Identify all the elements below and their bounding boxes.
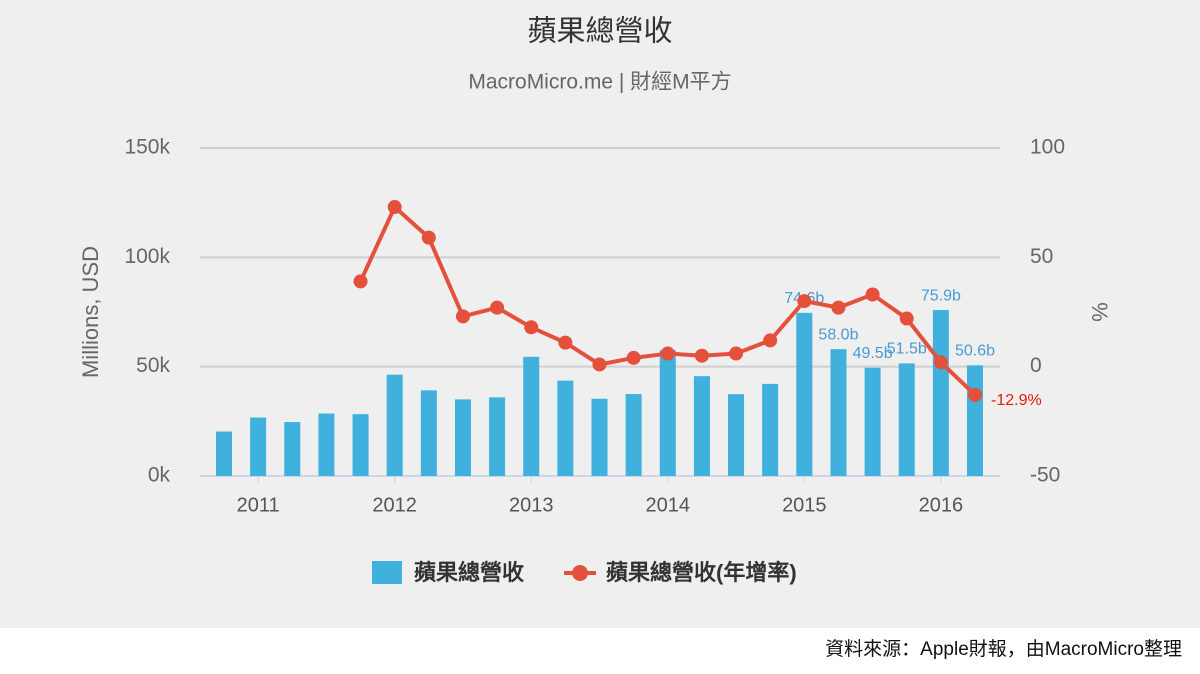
y2-tick-label: -50 [1030,464,1060,487]
x-tick-label: 2016 [919,494,964,516]
data-label: 50.6b [955,343,995,360]
bar [693,376,710,476]
bar [967,365,983,476]
line-point [968,387,982,402]
bar [489,397,506,476]
line-point [865,287,880,302]
line-point [353,274,368,289]
line-point [933,355,948,370]
line-point [831,300,846,315]
bar [318,413,335,476]
y2-tick-label: 0 [1030,354,1042,377]
y-tick-label: 150k [124,136,170,159]
bar [728,394,745,476]
bar [420,390,437,476]
bar [216,431,232,476]
y2-axis-title: % [1087,302,1112,322]
line-point [421,230,436,245]
line-point [558,335,573,350]
chart-title: 蘋果總營收 [527,15,672,48]
line-point [490,300,505,315]
data-label: 49.5b [853,345,893,362]
legend-swatch [372,561,402,584]
bar [796,312,813,476]
y-tick-label: 50k [136,354,170,377]
y-tick-label: 100k [124,245,170,268]
line-point [797,294,812,309]
y-axis-title: Millions, USD [78,246,103,378]
source-note: 資料來源：Apple財報，由MacroMicro整理 [825,638,1182,660]
x-tick-label: 2012 [372,494,417,516]
bar [864,367,881,476]
bar [454,399,471,476]
bar [898,363,915,476]
line-point [455,309,470,324]
y2-tick-label: 50 [1030,245,1053,268]
chart-background [0,0,1200,628]
bar [523,356,540,476]
bar [284,422,301,476]
y2-tick-label: 100 [1030,136,1065,159]
bar [386,374,403,476]
legend-swatch [572,565,589,581]
data-label: 75.9b [921,287,961,304]
x-tick-label: 2015 [782,494,827,516]
footer-background [0,628,1200,674]
bar [557,380,574,476]
bar [659,350,676,476]
bar [352,414,369,476]
line-point [387,200,402,215]
line-point [592,357,607,372]
data-label: 51.5b [887,341,927,358]
bar [591,398,608,476]
legend-label: 蘋果總營收 [414,560,524,585]
line-point [729,346,744,361]
data-label: -12.9% [991,392,1042,409]
line-point [694,348,709,363]
line-point [626,350,641,365]
chart-subtitle: MacroMicro.me | 財經M平方 [468,71,731,94]
legend-label: 蘋果總營收(年增率) [606,560,797,585]
bar [932,310,949,476]
data-label: 58.0b [818,326,858,343]
x-tick-label: 2013 [509,494,554,516]
bar [625,394,642,476]
y-tick-label: 0k [148,464,171,487]
line-point [524,320,539,335]
bar [762,383,779,476]
line-point [660,346,675,361]
line-point [763,333,778,348]
bar [250,417,267,476]
x-tick-label: 2014 [646,494,691,516]
bar [830,349,847,476]
line-point [899,311,914,326]
x-tick-label: 2011 [237,494,280,516]
